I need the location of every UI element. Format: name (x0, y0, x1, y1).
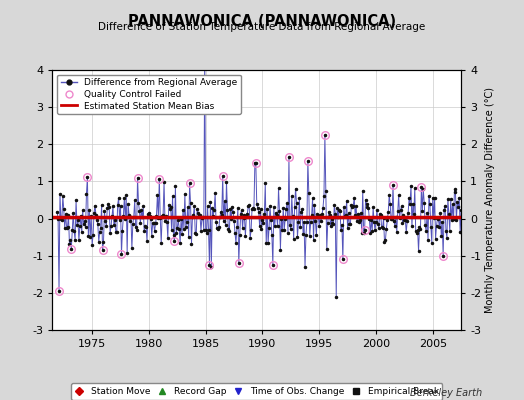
Text: Difference of Station Temperature Data from Regional Average: Difference of Station Temperature Data f… (99, 22, 425, 32)
Text: Berkeley Earth: Berkeley Earth (410, 388, 482, 398)
Y-axis label: Monthly Temperature Anomaly Difference (°C): Monthly Temperature Anomaly Difference (… (485, 87, 495, 313)
Text: PANNAWONICA (PANNAWONICA): PANNAWONICA (PANNAWONICA) (128, 14, 396, 29)
Legend: Station Move, Record Gap, Time of Obs. Change, Empirical Break: Station Move, Record Gap, Time of Obs. C… (71, 383, 442, 400)
